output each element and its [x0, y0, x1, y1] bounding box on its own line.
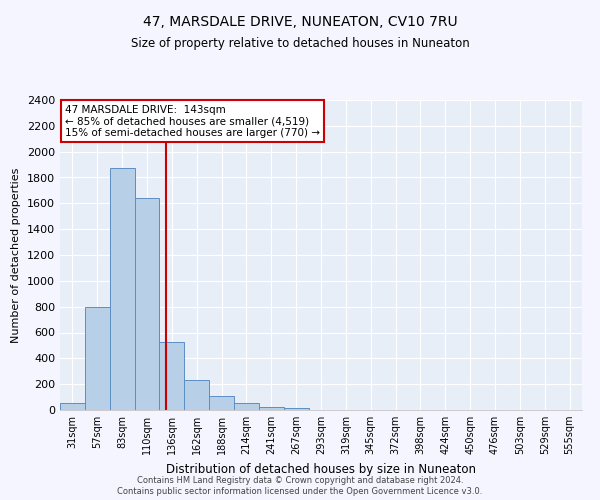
Text: Contains HM Land Registry data © Crown copyright and database right 2024.: Contains HM Land Registry data © Crown c… — [137, 476, 463, 485]
Bar — [60, 403, 85, 410]
Text: Contains public sector information licensed under the Open Government Licence v3: Contains public sector information licen… — [118, 487, 482, 496]
Bar — [284, 408, 308, 410]
Bar — [184, 380, 209, 410]
Bar — [259, 407, 284, 410]
Bar — [110, 168, 134, 410]
X-axis label: Distribution of detached houses by size in Nuneaton: Distribution of detached houses by size … — [166, 462, 476, 475]
Bar — [85, 306, 110, 410]
Text: Size of property relative to detached houses in Nuneaton: Size of property relative to detached ho… — [131, 38, 469, 51]
Text: 47 MARSDALE DRIVE:  143sqm
← 85% of detached houses are smaller (4,519)
15% of s: 47 MARSDALE DRIVE: 143sqm ← 85% of detac… — [65, 104, 320, 138]
Text: 47, MARSDALE DRIVE, NUNEATON, CV10 7RU: 47, MARSDALE DRIVE, NUNEATON, CV10 7RU — [143, 15, 457, 29]
Bar — [209, 396, 234, 410]
Bar — [134, 198, 160, 410]
Bar — [234, 403, 259, 410]
Bar — [160, 342, 184, 410]
Y-axis label: Number of detached properties: Number of detached properties — [11, 168, 22, 342]
